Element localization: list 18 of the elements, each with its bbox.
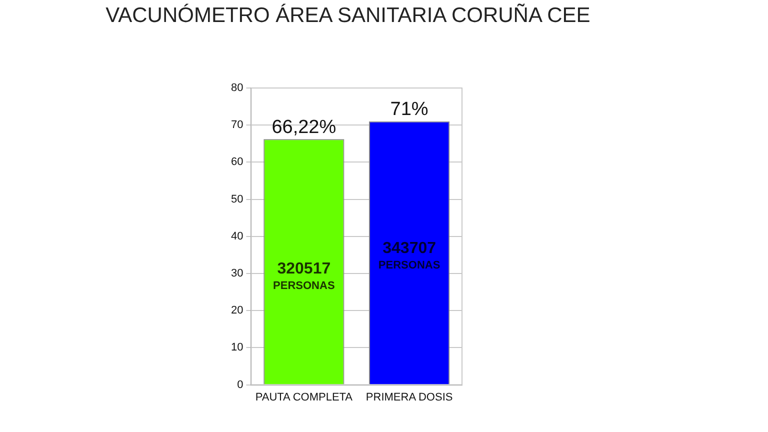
chart-title: VACUNÓMETRO ÁREA SANITARIA CORUÑA CEE <box>104 4 592 28</box>
annotation: 343707 <box>382 240 436 257</box>
y-tick-label: 70 <box>230 119 244 132</box>
annotation: PERSONAS <box>273 280 335 292</box>
y-tick-label: 30 <box>230 268 244 280</box>
x-tick-label: PAUTA COMPLETA <box>255 391 354 404</box>
y-tick-label: 40 <box>230 230 244 242</box>
y-tick-label: 0 <box>237 378 244 391</box>
x-tick-label: PRIMERA DOSIS <box>366 391 453 404</box>
data-label: 66,22% <box>272 116 336 138</box>
y-tick-label: 50 <box>230 193 244 206</box>
y-tick-label: 60 <box>230 156 244 168</box>
data-label: 71% <box>390 99 428 120</box>
y-tick-label: 10 <box>230 342 244 354</box>
y-tick-label: 20 <box>230 304 244 317</box>
y-tick-label: 80 <box>230 82 244 94</box>
annotation: 320517 <box>277 260 331 278</box>
annotation: PERSONAS <box>378 259 440 272</box>
